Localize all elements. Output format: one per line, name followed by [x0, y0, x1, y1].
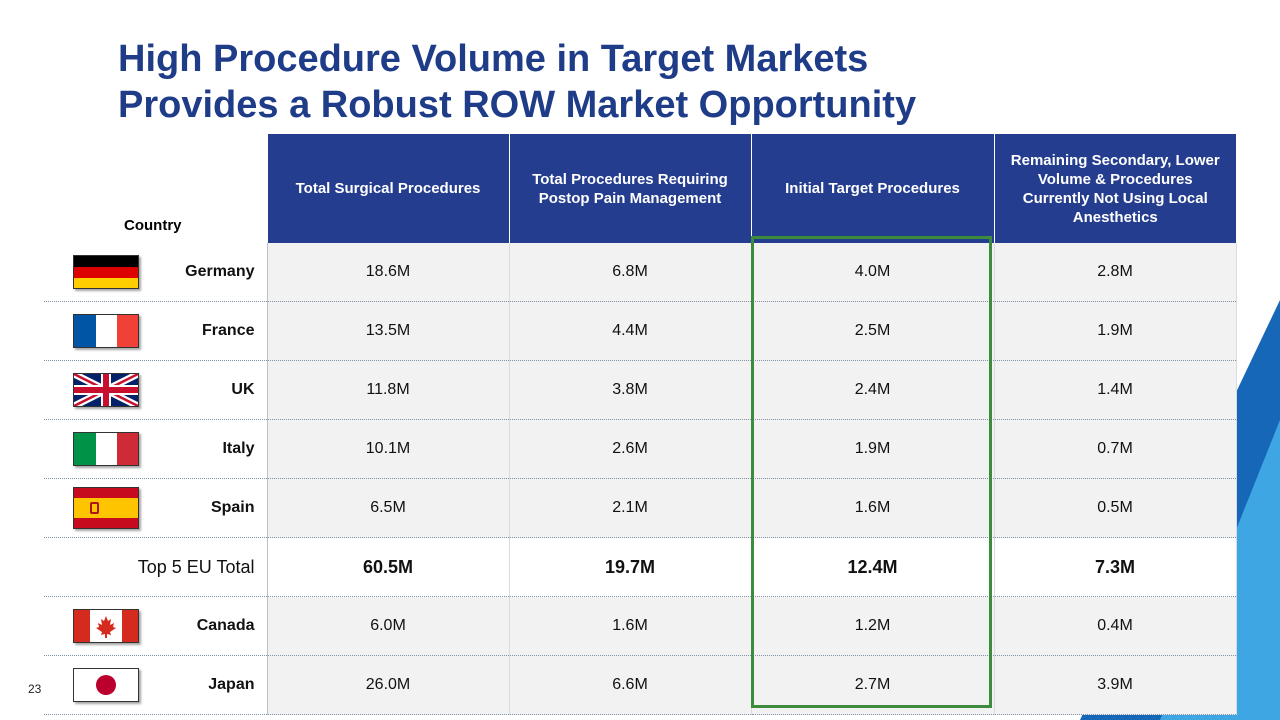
table-row-canada: Canada 6.0M 1.6M 1.2M 0.4M: [44, 596, 1237, 656]
country-cell: Spain: [44, 478, 268, 538]
country-label: Japan: [208, 676, 255, 693]
table-cell: 19.7M: [509, 537, 752, 597]
table-row-total: Top 5 EU Total 60.5M 19.7M 12.4M 7.3M: [44, 537, 1237, 597]
country-cell: UK: [44, 360, 268, 420]
table-cell: 6.5M: [267, 478, 510, 538]
france-flag-icon: [73, 314, 139, 348]
table-header-row: Country Total Surgical Procedures Total …: [44, 134, 1236, 243]
table-cell: 6.8M: [509, 243, 752, 302]
country-label: France: [202, 322, 255, 339]
table-cell: 4.4M: [509, 301, 752, 361]
country-label: UK: [231, 381, 255, 398]
table-cell: 6.0M: [267, 596, 510, 656]
canada-flag-icon: [73, 609, 139, 643]
table-cell: 7.3M: [994, 537, 1237, 597]
table-cell: 0.4M: [994, 596, 1237, 656]
page-number: 23: [28, 682, 42, 696]
table-cell: 4.0M: [751, 243, 995, 302]
table-cell: 12.4M: [751, 537, 995, 597]
table-cell: 18.6M: [267, 243, 510, 302]
table-cell: 2.5M: [751, 301, 995, 361]
total-label-cell: Top 5 EU Total: [44, 537, 268, 597]
procedures-table: Country Total Surgical Procedures Total …: [44, 134, 1237, 715]
header-remaining-secondary: Remaining Secondary, Lower Volume & Proc…: [993, 134, 1236, 243]
header-postop-pain: Total Procedures Requiring Postop Pain M…: [508, 134, 751, 243]
country-label: Top 5 EU Total: [137, 556, 255, 577]
table-cell: 60.5M: [267, 537, 510, 597]
header-initial-target: Initial Target Procedures: [750, 134, 994, 243]
table-cell: 1.9M: [751, 419, 995, 479]
table-cell: 6.6M: [509, 655, 752, 715]
table-cell: 1.4M: [994, 360, 1237, 420]
table-cell: 3.9M: [994, 655, 1237, 715]
table-cell: 26.0M: [267, 655, 510, 715]
country-cell: Japan: [44, 655, 268, 715]
table-cell: 2.6M: [509, 419, 752, 479]
table-cell: 3.8M: [509, 360, 752, 420]
japan-flag-icon: [73, 668, 139, 702]
country-cell: Germany: [44, 243, 268, 302]
table-row-italy: Italy 10.1M 2.6M 1.9M 0.7M: [44, 419, 1237, 479]
table-cell: 2.1M: [509, 478, 752, 538]
spain-flag-icon: [73, 487, 139, 529]
table-cell: 0.7M: [994, 419, 1237, 479]
country-label: Canada: [196, 617, 255, 634]
table-cell: 2.4M: [751, 360, 995, 420]
country-cell: Canada: [44, 596, 268, 656]
italy-flag-icon: [73, 432, 139, 466]
germany-flag-icon: [73, 255, 139, 289]
country-cell: Italy: [44, 419, 268, 479]
table-cell: 0.5M: [994, 478, 1237, 538]
country-cell: France: [44, 301, 268, 361]
title-line-1: High Procedure Volume in Target Markets: [118, 38, 869, 80]
table-row-japan: Japan 26.0M 6.6M 2.7M 3.9M: [44, 655, 1237, 715]
country-label: Spain: [210, 499, 255, 516]
table-cell: 1.6M: [509, 596, 752, 656]
table-row-spain: Spain 6.5M 2.1M 1.6M 0.5M: [44, 478, 1237, 538]
table-cell: 2.8M: [994, 243, 1237, 302]
header-total-surgical: Total Surgical Procedures: [266, 134, 509, 243]
country-label: Germany: [185, 263, 255, 280]
table-row-germany: Germany 18.6M 6.8M 4.0M 2.8M: [44, 243, 1237, 302]
country-label: Italy: [222, 440, 255, 457]
table-cell: 11.8M: [267, 360, 510, 420]
slide-title: High Procedure Volume in Target Markets …: [118, 36, 916, 128]
table-cell: 2.7M: [751, 655, 995, 715]
table-cell: 1.2M: [751, 596, 995, 656]
header-country: Country: [44, 134, 267, 243]
title-line-2: Provides a Robust ROW Market Opportunity: [118, 84, 917, 126]
table-cell: 10.1M: [267, 419, 510, 479]
table-cell: 1.6M: [751, 478, 995, 538]
table-row-uk: UK 11.8M 3.8M 2.4M 1.4M: [44, 360, 1237, 420]
uk-flag-icon: [73, 373, 139, 407]
table-cell: 13.5M: [267, 301, 510, 361]
table-row-france: France 13.5M 4.4M 2.5M 1.9M: [44, 301, 1237, 361]
table-cell: 1.9M: [994, 301, 1237, 361]
